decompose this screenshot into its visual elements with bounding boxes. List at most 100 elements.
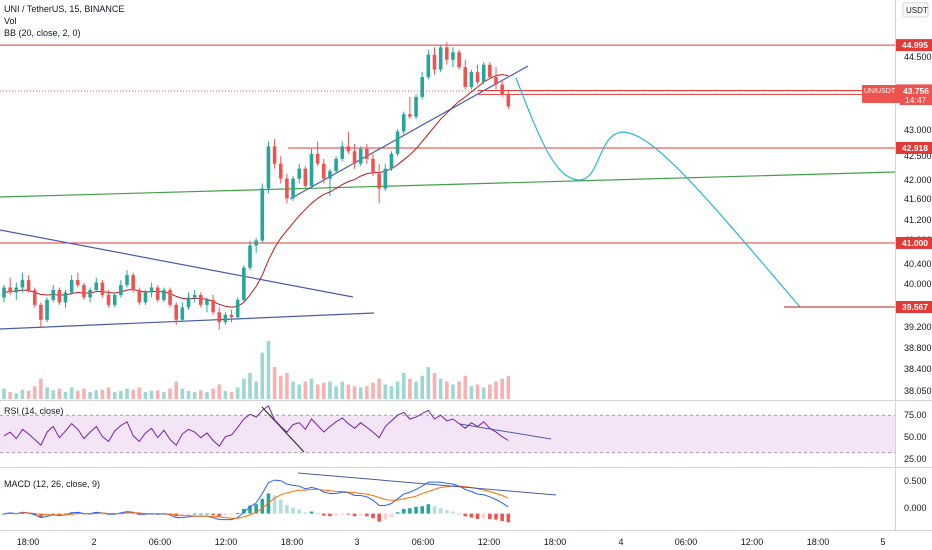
macd-label: MACD (12, 26, close, 9) [4, 479, 100, 489]
support-trend-line[interactable] [0, 171, 896, 198]
macd-histogram-bar [211, 513, 215, 515]
rsi-band [0, 415, 895, 453]
volume-bar [352, 386, 357, 399]
macd-histogram-bar [303, 512, 308, 514]
macd-trend-line[interactable] [297, 472, 557, 496]
macd-histogram-bar [315, 512, 320, 514]
macd-histogram-bar [285, 504, 289, 514]
volume-bar [192, 392, 197, 399]
last-price-symbol: UNIUSDT [864, 88, 896, 95]
candle-body [494, 77, 498, 85]
price-tick-label: 38.050 [904, 386, 932, 396]
price-tick-label: 44.500 [904, 52, 932, 62]
macd-histogram-bar [352, 513, 357, 517]
macd-histogram-bar [408, 508, 412, 514]
rsi-divergence-line[interactable] [261, 406, 305, 453]
candle-body [451, 52, 455, 60]
volume-bar [303, 381, 308, 399]
time-tick-label: 06:00 [149, 537, 172, 547]
time-tick-label: 18:00 [281, 537, 304, 547]
macd-histogram-bar [205, 513, 209, 515]
price-level-value: 39.567 [902, 302, 928, 312]
macd-histogram-bar [395, 512, 400, 514]
time-tick-label: 06:00 [675, 537, 698, 547]
macd-histogram-bar [100, 513, 105, 515]
volume-bar [248, 372, 252, 399]
price-level-tag [896, 39, 932, 52]
price-level-value: 42.918 [902, 143, 928, 153]
candle-body [26, 280, 31, 290]
last-price-symbol-bg [862, 85, 900, 103]
macd-histogram-bar [51, 513, 55, 515]
time-tick-label: 18:00 [807, 537, 830, 547]
candle-body [51, 290, 55, 300]
volume-bar [445, 381, 449, 399]
rsi-tick-label: 75.00 [904, 410, 927, 420]
currency-button[interactable]: USDT [902, 2, 929, 18]
volume-bar [420, 375, 424, 399]
candle-body [143, 292, 148, 303]
macd-histogram-bar [76, 512, 80, 514]
macd-histogram-bar [328, 513, 332, 517]
macd-histogram-bar [506, 513, 511, 523]
candle-body [217, 312, 222, 323]
volume-bar [377, 378, 381, 399]
macd-histogram-bar [463, 513, 468, 517]
volume-bar [506, 375, 511, 399]
candle-body [112, 294, 117, 305]
volume-bar [235, 387, 240, 399]
price-tick-label: 39.200 [904, 322, 932, 332]
volume-bar [168, 388, 172, 399]
candle-body [488, 64, 492, 78]
volume-bar [100, 389, 105, 399]
price-tick-label: 38.800 [904, 343, 932, 353]
volume-bar [254, 381, 258, 399]
candle-body [322, 163, 326, 179]
candle-body [162, 290, 166, 300]
candles [2, 42, 511, 330]
volume-bar [223, 390, 228, 399]
candle-body [100, 282, 105, 295]
candle-body [57, 290, 62, 303]
volume-bar [186, 390, 191, 399]
rsi-label: RSI (14, close) [4, 406, 64, 416]
descending-trend-line[interactable] [0, 229, 354, 298]
macd-histogram-bar [94, 512, 99, 514]
candle-body [475, 72, 480, 82]
volume-bar [285, 372, 289, 399]
last-price-value: 43.756 [903, 86, 929, 96]
volume-bars [2, 341, 511, 399]
price-level-lines [0, 44, 895, 244]
price-level-value: 44.995 [902, 40, 928, 50]
volume-bar [340, 381, 345, 399]
candle-body [180, 307, 185, 320]
projection-path[interactable] [515, 77, 801, 308]
volume-bar [106, 387, 111, 399]
macd-histogram-bar [272, 495, 277, 514]
volume-bar [371, 382, 375, 399]
candle-body [395, 131, 400, 154]
candle-body [334, 158, 338, 172]
price-tick-label: 42.000 [904, 175, 932, 185]
rsi-trend-line[interactable] [459, 423, 552, 440]
volume-bar [334, 386, 338, 399]
macd-histogram-bar [451, 511, 455, 514]
currency-button-frame [902, 2, 929, 18]
macd-histogram-bar [383, 513, 388, 520]
candle-body [192, 294, 197, 298]
volume-bar [475, 384, 480, 399]
candle-body [45, 299, 49, 320]
time-tick-label: 12:00 [215, 537, 238, 547]
bollinger-basis-line [3, 74, 509, 308]
currency-label: USDT [906, 6, 928, 15]
price-level-tag [896, 236, 932, 249]
ascending-trend-line[interactable] [0, 312, 375, 330]
last-price-value-bg [900, 85, 932, 105]
last-price-label: UNIUSDT 43.756 14:47 [862, 85, 932, 105]
candle-body [242, 267, 246, 300]
volume-bar [14, 393, 19, 399]
candle-body [408, 114, 412, 117]
macd-histogram-bar [389, 513, 394, 517]
candle-body [297, 168, 301, 179]
